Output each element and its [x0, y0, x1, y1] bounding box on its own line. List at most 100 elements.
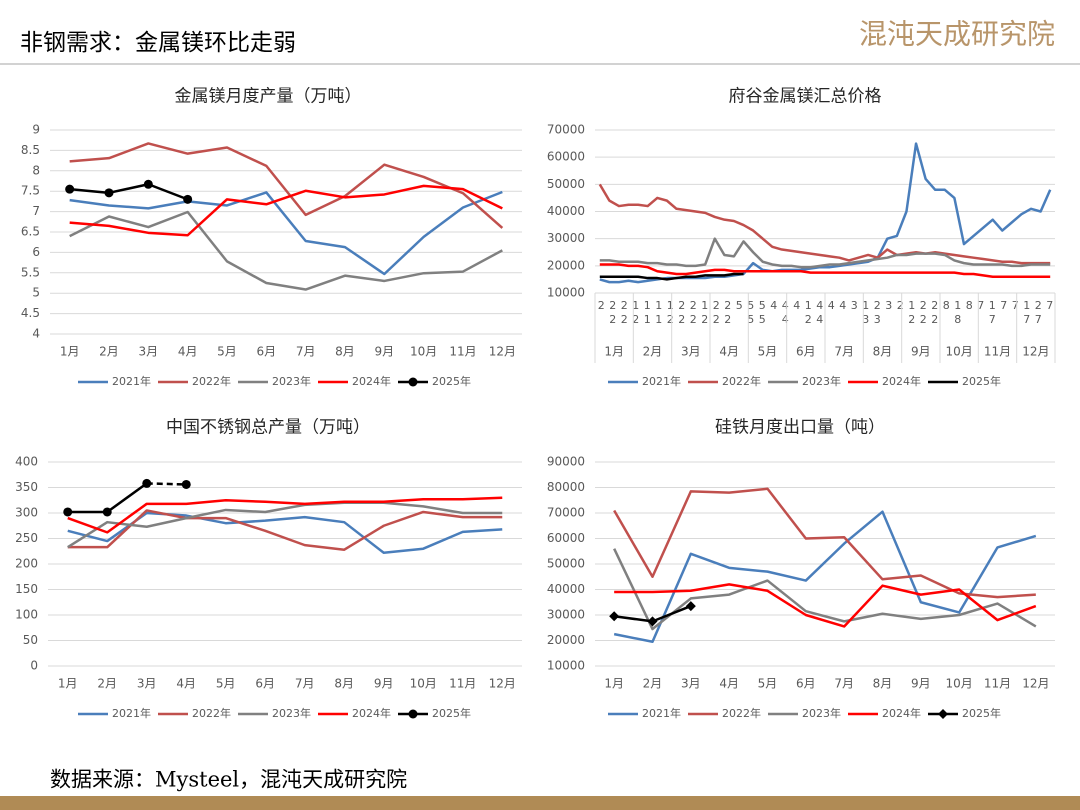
x-tick-label: 8月: [334, 677, 354, 691]
x-tick-label: 22: [710, 299, 723, 327]
point: [65, 184, 75, 194]
slide-title: 非钢需求：金属镁环比走弱: [20, 30, 296, 56]
x-tick-label: 4: [767, 299, 780, 313]
x-group-label: 11月: [984, 345, 1011, 359]
x-tick-label: 10月: [946, 677, 973, 691]
y-tick-label: 80000: [547, 480, 585, 494]
legend-label: 2025年: [432, 706, 471, 720]
y-tick-label: 6.5: [21, 225, 40, 239]
legend-label: 2022年: [192, 706, 231, 720]
series-line: [69, 183, 189, 201]
y-tick-label: 40000: [547, 204, 585, 218]
x-tick-label: 12: [905, 299, 918, 327]
x-tick-label: 44: [779, 299, 792, 327]
y-tick-label: 30000: [547, 608, 585, 622]
y-tick-label: 90000: [547, 455, 585, 469]
series-line: [598, 183, 1051, 265]
x-tick-label: 10月: [410, 345, 437, 359]
series-line: [614, 583, 1037, 628]
y-tick-label: 50000: [547, 557, 585, 571]
x-tick-label: 12月: [489, 677, 516, 691]
y-tick-label: 400: [15, 455, 38, 469]
x-tick-label: 2月: [97, 677, 117, 691]
y-tick-label: 20000: [547, 633, 585, 647]
series-line: [613, 510, 1037, 644]
x-tick-label: 17: [1020, 299, 1033, 327]
x-tick-label: 7月: [834, 677, 854, 691]
series-line: [67, 496, 503, 534]
x-tick-label: 55: [756, 299, 769, 327]
x-tick-label: 2月: [99, 345, 119, 359]
legend-label: 2021年: [642, 706, 681, 720]
x-tick-label: 5月: [216, 677, 236, 691]
chart-title: 府谷金属镁汇总价格: [729, 87, 882, 107]
x-tick-label: 8: [940, 299, 953, 313]
x-tick-label: 17: [986, 299, 999, 327]
series-line: [599, 263, 1051, 278]
x-tick-label: 3: [882, 299, 895, 313]
chart-title: 中国不锈钢总产量（万吨）: [166, 418, 370, 438]
y-tick-label: 150: [15, 582, 38, 596]
point: [143, 179, 153, 189]
y-tick-label: 300: [15, 506, 38, 520]
x-tick-label: 7: [1043, 299, 1056, 313]
x-tick-label: 5月: [217, 345, 237, 359]
series-line: [67, 509, 503, 551]
x-tick-label: 44: [813, 299, 826, 327]
series-line: [599, 142, 1052, 284]
x-tick-label: 1月: [58, 677, 78, 691]
series-line-dashed: [146, 482, 187, 486]
y-tick-label: 200: [15, 557, 38, 571]
x-tick-label: 13: [859, 299, 872, 327]
legend-label: 2023年: [272, 706, 311, 720]
y-tick-label: 50: [23, 633, 38, 647]
point: [183, 194, 193, 204]
y-tick-label: 4.5: [21, 306, 40, 320]
x-tick-label: 22: [687, 299, 700, 327]
y-tick-label: 9: [32, 123, 40, 137]
x-group-label: 5月: [758, 345, 778, 359]
x-group-label: 4月: [719, 345, 739, 359]
series-line: [599, 272, 744, 281]
legend-label: 2024年: [882, 374, 921, 388]
chart-title: 金属镁月度产量（万吨）: [175, 87, 362, 107]
y-tick-label: 10000: [547, 286, 585, 300]
x-tick-label: 9月: [375, 345, 395, 359]
x-tick-label: 18: [951, 299, 964, 327]
footer-bar: [0, 796, 1080, 810]
y-tick-label: 5: [32, 286, 40, 300]
legend-label: 2022年: [722, 374, 761, 388]
x-tick-label: 1月: [604, 677, 624, 691]
x-tick-label: 11月: [984, 677, 1011, 691]
x-tick-label: 3月: [137, 677, 157, 691]
legend-label: 2021年: [112, 706, 151, 720]
legend-label: 2025年: [962, 374, 1001, 388]
x-tick-label: 8月: [335, 345, 355, 359]
x-tick-label: 7: [997, 299, 1010, 313]
series-line: [67, 501, 503, 549]
x-tick-label: 7: [974, 299, 987, 313]
x-tick-label: 11月: [449, 677, 476, 691]
x-tick-label: 6月: [255, 677, 275, 691]
legend-label: 2021年: [112, 374, 151, 388]
x-tick-label: 22: [675, 299, 688, 327]
series-line: [69, 184, 503, 237]
point: [142, 478, 152, 488]
x-tick-label: 23: [871, 299, 884, 327]
y-tick-label: 8.5: [21, 143, 40, 157]
source-note: 数据来源：Mysteel，混沌天成研究院: [50, 768, 407, 792]
x-group-label: 3月: [681, 345, 701, 359]
y-tick-label: 7.5: [21, 184, 40, 198]
legend-label: 2022年: [192, 374, 231, 388]
x-tick-label: 6月: [796, 677, 816, 691]
y-tick-label: 70000: [547, 506, 585, 520]
x-tick-label: 11: [652, 299, 665, 327]
x-tick-label: 2月: [643, 677, 663, 691]
x-tick-label: 6月: [257, 345, 277, 359]
x-tick-label: 3月: [139, 345, 159, 359]
x-tick-label: 2: [894, 299, 907, 313]
x-tick-label: 12月: [489, 345, 516, 359]
x-tick-label: 4月: [719, 677, 739, 691]
y-tick-label: 0: [30, 659, 38, 673]
chart-title: 硅铁月度出口量（吨）: [715, 418, 885, 438]
